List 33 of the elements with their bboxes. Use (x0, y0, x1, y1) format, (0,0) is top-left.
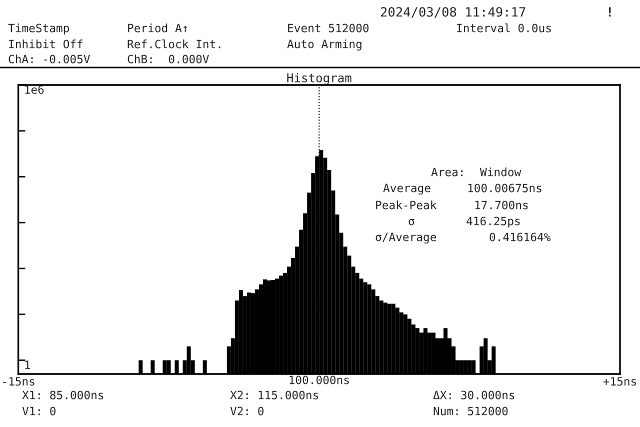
annotation: 0.416164% (490, 232, 551, 242)
text: ΔX: 30.000ns (433, 390, 514, 400)
annotation: σ (408, 218, 414, 226)
text: Period A↑ (128, 24, 188, 32)
x-tick-label: -15ns (3, 377, 34, 386)
chart-title: Histogram (287, 73, 352, 85)
text: X1: 85.000ns (22, 390, 104, 400)
text: ! (609, 7, 611, 17)
text: V1: 0 (22, 406, 56, 416)
text: ChB: 0.000V (128, 54, 209, 64)
text: ChA: -0.005V (8, 54, 90, 64)
annotation: 100.00675ns (468, 184, 542, 192)
annotation: Peak-Peak (376, 200, 437, 210)
annotation: Area: (431, 168, 463, 176)
text: X2: 115.000ns (230, 390, 318, 400)
text: TimeStamp (8, 24, 70, 35)
annotation: Window (480, 168, 522, 176)
annotation: 17.700ns (475, 200, 528, 210)
y-tick-label: 1e6 (25, 85, 44, 94)
text: Inhibit Off (9, 40, 82, 48)
y-tick-label: 1 (25, 360, 30, 369)
annotation: Average (383, 184, 430, 195)
x-tick-label: +15ns (603, 377, 636, 386)
text: Ref.Clock Int. (128, 39, 220, 48)
text: Interval 0.0us (457, 23, 551, 32)
annotation: 416.25ps (466, 216, 520, 228)
text: Event 512000 (288, 24, 369, 32)
x-axis-title: 100.000ns (290, 376, 349, 384)
text: 2024/03/08 11:49:17 (380, 7, 526, 18)
annotation: σ/Average (376, 232, 436, 244)
text: Num: 512000 (434, 406, 508, 416)
text: Auto Arming (287, 39, 362, 51)
text: V2: 0 (230, 406, 264, 416)
